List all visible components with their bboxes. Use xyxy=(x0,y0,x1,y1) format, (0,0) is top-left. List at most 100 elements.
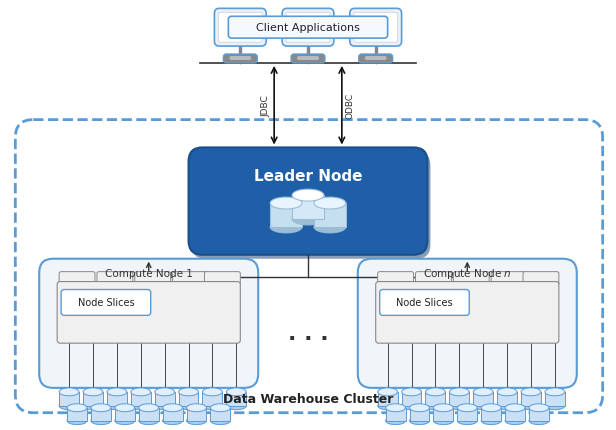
FancyBboxPatch shape xyxy=(286,13,330,43)
Text: . . .: . . . xyxy=(288,323,328,344)
Ellipse shape xyxy=(155,388,174,396)
FancyBboxPatch shape xyxy=(453,272,489,286)
Bar xyxy=(457,408,477,421)
Ellipse shape xyxy=(163,404,182,412)
FancyBboxPatch shape xyxy=(219,13,262,43)
Ellipse shape xyxy=(211,417,230,425)
Ellipse shape xyxy=(410,417,429,425)
Bar xyxy=(139,408,159,421)
Ellipse shape xyxy=(426,388,445,396)
Ellipse shape xyxy=(378,402,397,410)
FancyBboxPatch shape xyxy=(379,290,469,316)
FancyBboxPatch shape xyxy=(39,259,258,388)
Ellipse shape xyxy=(521,388,541,396)
Ellipse shape xyxy=(91,404,111,412)
Ellipse shape xyxy=(131,388,151,396)
Ellipse shape xyxy=(179,402,198,410)
Ellipse shape xyxy=(155,402,174,410)
Ellipse shape xyxy=(410,404,429,412)
Bar xyxy=(481,408,501,421)
Ellipse shape xyxy=(67,417,87,425)
Bar xyxy=(529,408,549,421)
FancyBboxPatch shape xyxy=(354,13,397,43)
Bar xyxy=(449,392,469,406)
Ellipse shape xyxy=(473,388,493,396)
Bar xyxy=(203,392,222,406)
FancyBboxPatch shape xyxy=(523,272,559,286)
FancyBboxPatch shape xyxy=(229,57,251,61)
Text: ODBC: ODBC xyxy=(346,93,355,119)
Text: Data Warehouse Cluster: Data Warehouse Cluster xyxy=(223,393,393,405)
FancyBboxPatch shape xyxy=(57,282,240,344)
Ellipse shape xyxy=(131,402,151,410)
FancyBboxPatch shape xyxy=(15,120,602,413)
Bar xyxy=(497,392,517,406)
Ellipse shape xyxy=(292,214,324,225)
Text: Node Slices: Node Slices xyxy=(78,298,134,308)
Ellipse shape xyxy=(59,388,79,396)
Ellipse shape xyxy=(426,402,445,410)
Ellipse shape xyxy=(292,190,324,202)
FancyBboxPatch shape xyxy=(376,282,559,344)
Bar xyxy=(67,408,87,421)
Ellipse shape xyxy=(163,417,182,425)
FancyBboxPatch shape xyxy=(378,272,413,286)
Ellipse shape xyxy=(226,402,246,410)
Bar xyxy=(211,408,230,421)
Ellipse shape xyxy=(211,404,230,412)
FancyBboxPatch shape xyxy=(214,9,266,47)
Ellipse shape xyxy=(481,404,501,412)
Bar xyxy=(179,392,198,406)
Ellipse shape xyxy=(545,388,565,396)
Text: Client Applications: Client Applications xyxy=(256,23,360,33)
Ellipse shape xyxy=(270,221,302,233)
Ellipse shape xyxy=(226,388,246,396)
Ellipse shape xyxy=(529,417,549,425)
Bar xyxy=(378,392,397,406)
Ellipse shape xyxy=(402,402,421,410)
Bar xyxy=(410,408,429,421)
FancyBboxPatch shape xyxy=(192,152,431,259)
Ellipse shape xyxy=(529,404,549,412)
Ellipse shape xyxy=(434,404,453,412)
FancyBboxPatch shape xyxy=(97,272,133,286)
FancyBboxPatch shape xyxy=(365,57,387,61)
Ellipse shape xyxy=(203,388,222,396)
FancyBboxPatch shape xyxy=(229,17,387,39)
Bar xyxy=(155,392,174,406)
Text: Leader Node: Leader Node xyxy=(254,169,362,183)
Ellipse shape xyxy=(497,388,517,396)
Ellipse shape xyxy=(187,417,206,425)
Bar xyxy=(545,392,565,406)
Ellipse shape xyxy=(83,388,103,396)
Bar xyxy=(91,408,111,421)
Ellipse shape xyxy=(139,404,159,412)
FancyBboxPatch shape xyxy=(172,272,208,286)
FancyBboxPatch shape xyxy=(135,272,171,286)
Bar xyxy=(521,392,541,406)
Ellipse shape xyxy=(386,417,405,425)
Ellipse shape xyxy=(187,404,206,412)
Ellipse shape xyxy=(473,402,493,410)
Ellipse shape xyxy=(386,404,405,412)
Bar xyxy=(107,392,127,406)
Ellipse shape xyxy=(314,221,346,233)
FancyBboxPatch shape xyxy=(291,55,325,64)
Ellipse shape xyxy=(314,198,346,209)
Ellipse shape xyxy=(67,404,87,412)
Bar xyxy=(314,203,346,227)
Ellipse shape xyxy=(179,388,198,396)
Bar xyxy=(59,392,79,406)
Ellipse shape xyxy=(505,404,525,412)
FancyBboxPatch shape xyxy=(350,9,402,47)
Ellipse shape xyxy=(203,402,222,410)
Bar xyxy=(434,408,453,421)
FancyBboxPatch shape xyxy=(416,272,452,286)
Ellipse shape xyxy=(378,388,397,396)
FancyBboxPatch shape xyxy=(297,57,319,61)
Ellipse shape xyxy=(521,402,541,410)
Bar xyxy=(187,408,206,421)
Ellipse shape xyxy=(59,402,79,410)
Bar xyxy=(292,196,324,219)
FancyBboxPatch shape xyxy=(224,55,257,64)
